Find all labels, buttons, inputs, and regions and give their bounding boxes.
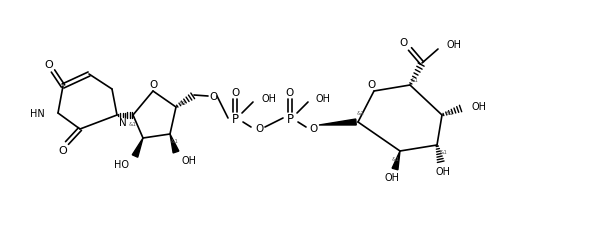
Text: &1: &1 — [129, 122, 137, 127]
Text: HN: HN — [30, 109, 45, 118]
Text: OH: OH — [384, 172, 399, 182]
Text: OH: OH — [447, 40, 462, 50]
Text: OH: OH — [181, 155, 196, 165]
Text: &1: &1 — [446, 111, 454, 116]
Text: N: N — [119, 118, 127, 127]
Text: O: O — [367, 80, 375, 90]
Polygon shape — [392, 151, 400, 170]
Text: &1: &1 — [179, 101, 187, 106]
Text: &1: &1 — [392, 157, 400, 162]
Text: P: P — [231, 113, 239, 126]
Text: O: O — [310, 123, 318, 133]
Text: OH: OH — [472, 101, 487, 111]
Text: &1: &1 — [411, 77, 419, 82]
Text: &1: &1 — [440, 149, 448, 154]
Text: P: P — [287, 113, 293, 126]
Text: O: O — [286, 88, 294, 98]
Text: &1: &1 — [171, 139, 179, 144]
Text: O: O — [400, 38, 408, 48]
Text: HO: HO — [114, 159, 129, 169]
Text: O: O — [149, 80, 157, 90]
Polygon shape — [319, 119, 356, 126]
Text: OH: OH — [261, 94, 276, 104]
Text: O: O — [255, 123, 263, 133]
Text: &1: &1 — [357, 111, 365, 116]
Text: O: O — [231, 88, 239, 98]
Text: O: O — [45, 60, 54, 70]
Text: O: O — [209, 92, 217, 101]
Text: O: O — [59, 145, 67, 155]
Text: OH: OH — [316, 94, 331, 104]
Polygon shape — [170, 134, 179, 153]
Polygon shape — [132, 138, 143, 158]
Text: OH: OH — [436, 166, 450, 176]
